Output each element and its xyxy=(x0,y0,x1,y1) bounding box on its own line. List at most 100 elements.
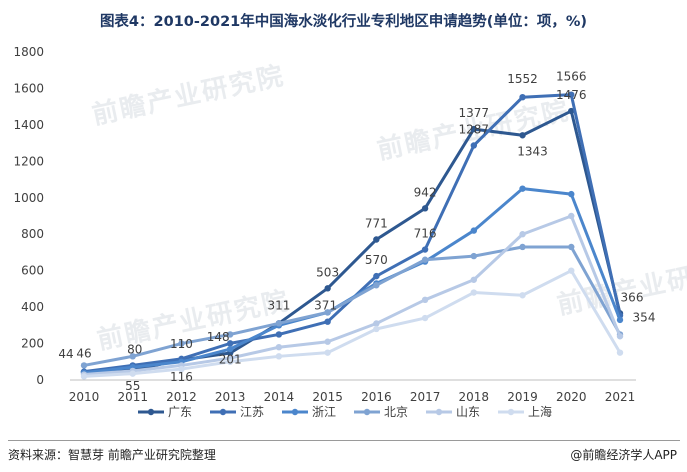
y-tick-label: 1400 xyxy=(13,118,44,132)
data-label: 366 xyxy=(621,290,644,304)
data-label: 201 xyxy=(219,352,242,366)
x-tick-label: 2020 xyxy=(556,390,587,404)
data-point xyxy=(470,276,478,283)
x-tick-label: 2016 xyxy=(361,390,392,404)
axes: 0 200 400 600 800 1000 1200 1400 1600 1800 2010 201… xyxy=(13,45,636,404)
data-point xyxy=(373,320,380,327)
data-point xyxy=(568,267,575,274)
legend-label: 浙江 xyxy=(312,405,336,419)
data-point xyxy=(568,91,575,98)
y-tick-label: 200 xyxy=(21,337,44,351)
data-point xyxy=(226,340,234,347)
legend-swatch-marker xyxy=(435,408,443,416)
data-label: 44 xyxy=(58,347,73,361)
data-point xyxy=(80,362,88,369)
series-line-5 xyxy=(83,269,622,378)
data-point xyxy=(324,349,331,356)
data-point xyxy=(373,282,380,289)
y-tick-label: 600 xyxy=(21,264,44,278)
data-point xyxy=(568,190,575,198)
data-labels: 44 55 110 148 311 503 771 942 1377 1343 1476 366 46 8… xyxy=(58,70,655,393)
y-tick-label: 1800 xyxy=(13,45,44,59)
data-point xyxy=(421,256,429,263)
chart-title: 图表4：2010-2021年中国海水淡化行业专利地区申请趋势(单位：项，%) xyxy=(99,14,588,30)
data-point xyxy=(373,325,380,333)
x-tick-label: 2015 xyxy=(312,390,343,404)
data-point xyxy=(226,358,234,365)
legend-swatch-marker xyxy=(219,408,227,416)
legend-label: 广东 xyxy=(168,405,192,419)
data-label: 80 xyxy=(127,342,142,356)
data-label: 116 xyxy=(170,370,193,384)
data-point xyxy=(324,309,331,316)
data-point xyxy=(80,373,88,380)
data-point xyxy=(324,318,331,325)
data-point xyxy=(616,349,624,356)
y-tick-label: 1600 xyxy=(13,81,44,95)
data-point xyxy=(275,320,283,327)
series-line-2 xyxy=(83,187,622,375)
x-tick-label: 2021 xyxy=(605,390,636,404)
data-point xyxy=(129,370,136,377)
legend-swatch-marker xyxy=(291,408,299,416)
x-tick-label: 2011 xyxy=(117,390,148,404)
data-label: 55 xyxy=(125,379,140,393)
data-point xyxy=(568,107,575,115)
data-point xyxy=(421,246,429,253)
data-point xyxy=(470,125,478,133)
brand-credit: @前瞻经济学人APP xyxy=(570,448,677,462)
data-label: 354 xyxy=(633,310,656,324)
data-label: 1566 xyxy=(556,70,587,84)
data-point xyxy=(470,252,478,260)
y-tick-label: 1000 xyxy=(13,191,44,205)
legend-swatch-marker xyxy=(147,408,155,416)
data-point xyxy=(421,205,429,212)
data-point xyxy=(226,345,234,353)
y-tick-label: 1200 xyxy=(13,154,44,168)
footer-divider xyxy=(8,440,680,441)
data-point xyxy=(519,185,526,192)
data-point xyxy=(616,316,624,324)
data-point xyxy=(226,331,234,338)
data-label: 110 xyxy=(170,337,193,351)
y-tick-label: 0 xyxy=(36,373,44,387)
x-tick-label: 2010 xyxy=(69,390,100,404)
series-line-3 xyxy=(83,245,622,367)
data-point xyxy=(568,212,575,220)
data-point xyxy=(324,338,331,345)
line-chart: 0 200 400 600 800 1000 1200 1400 1600 1800 2010 201… xyxy=(13,45,655,419)
data-label: 311 xyxy=(267,298,290,312)
data-label: 1552 xyxy=(507,72,538,86)
legend-label: 江苏 xyxy=(240,405,264,419)
legend-swatch-marker xyxy=(507,408,515,416)
data-label: 716 xyxy=(414,227,437,241)
source-note: 资料来源：智慧芽 前瞻产业研究院整理 xyxy=(8,448,216,462)
data-label: 1476 xyxy=(556,88,587,102)
x-tick-label: 2013 xyxy=(215,390,246,404)
legend-label: 山东 xyxy=(456,405,480,419)
data-point xyxy=(519,243,526,251)
data-label: 942 xyxy=(414,185,437,199)
x-tick-label: 2017 xyxy=(410,390,441,404)
data-label: 1377 xyxy=(459,106,490,120)
data-point xyxy=(519,231,526,238)
data-point xyxy=(275,331,283,338)
data-point xyxy=(373,272,380,280)
data-label: 46 xyxy=(76,347,91,361)
x-tick-label: 2014 xyxy=(264,390,295,404)
data-point xyxy=(421,314,429,322)
data-label: 503 xyxy=(316,265,339,279)
data-point xyxy=(178,340,185,347)
data-point xyxy=(519,93,526,101)
data-point xyxy=(616,333,624,340)
data-label: 1343 xyxy=(517,144,548,158)
legend: 广东 江苏 浙江 北京 山东 上海 xyxy=(138,404,552,419)
y-tick-label: 800 xyxy=(21,227,44,241)
x-tick-label: 2018 xyxy=(459,390,490,404)
series-line-4 xyxy=(83,214,622,377)
data-point xyxy=(373,236,380,243)
data-point xyxy=(324,285,331,292)
data-point xyxy=(421,296,429,304)
data-label: 148 xyxy=(207,330,230,344)
legend-label: 上海 xyxy=(528,404,552,419)
